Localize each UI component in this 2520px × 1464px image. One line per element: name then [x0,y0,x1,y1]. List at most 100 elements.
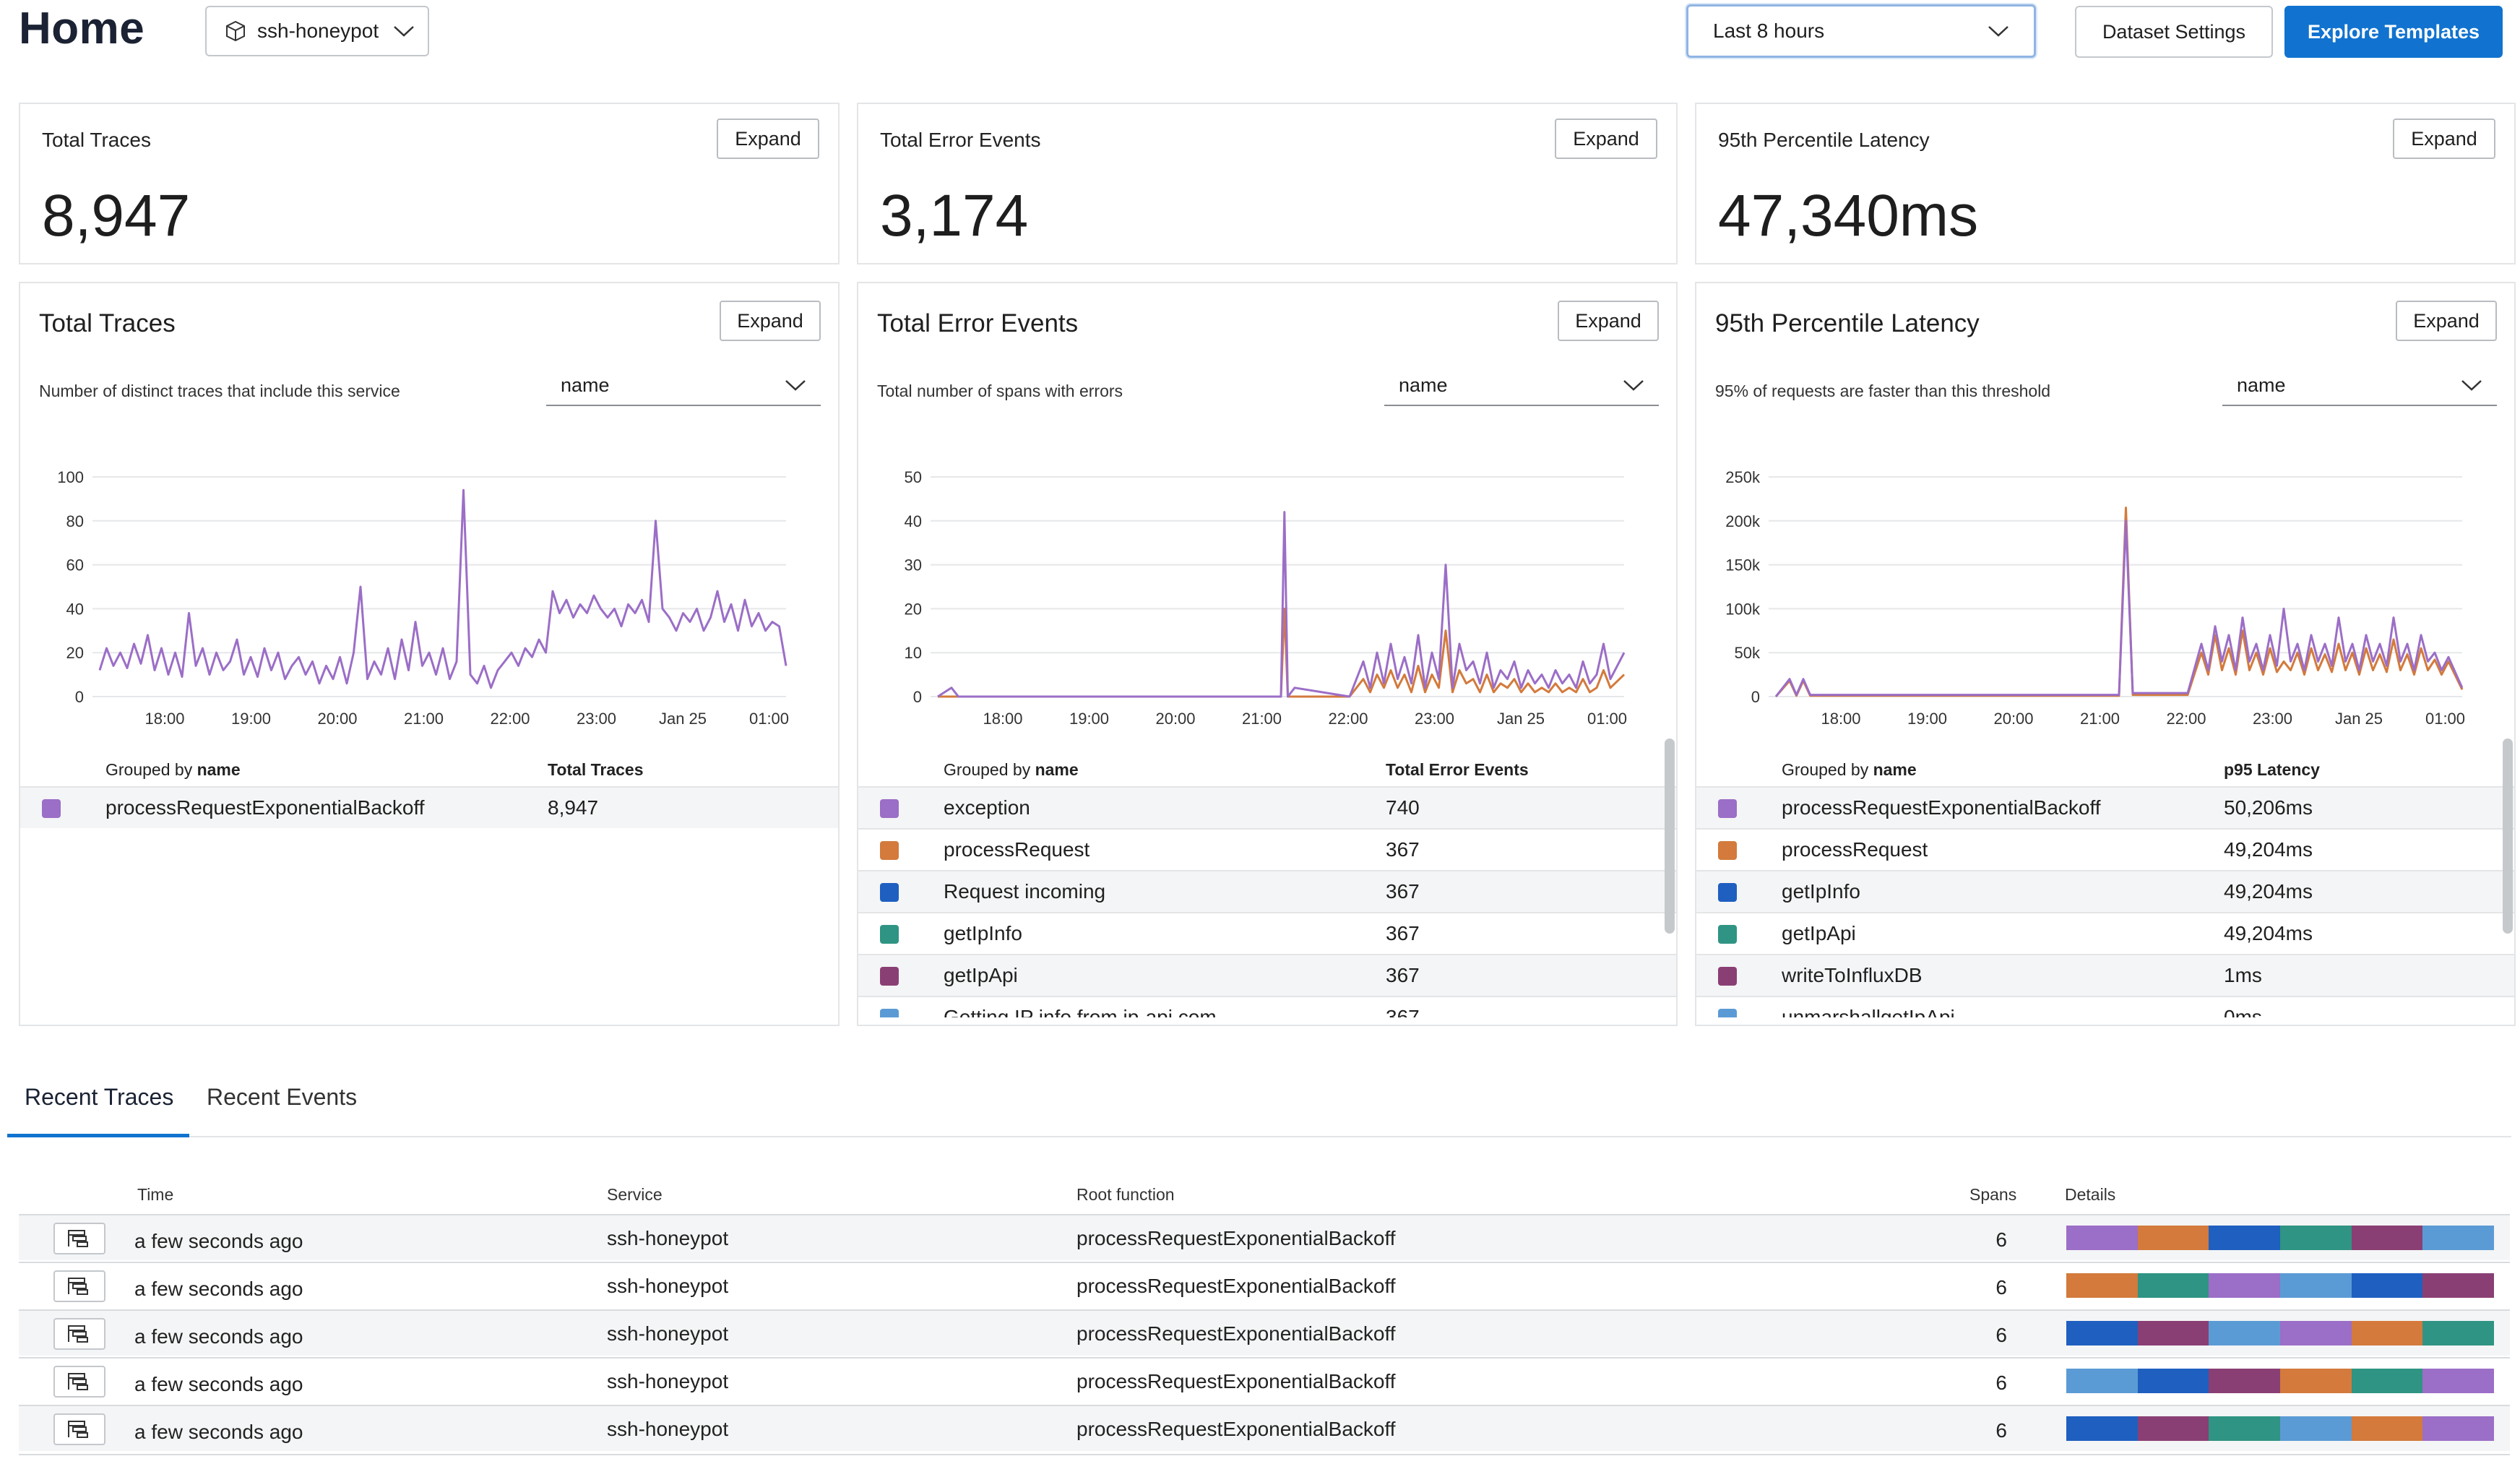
x-tick-label: Jan 25 [659,710,707,728]
x-tick-label: 22:00 [2166,710,2206,728]
span-segment [2209,1273,2281,1298]
grouped-by-header: Grouped by name [944,760,1079,780]
expand-button[interactable]: Expand [720,301,821,341]
y-tick-label: 30 [905,556,922,574]
legend-row[interactable]: getIpApi 367 [858,954,1676,996]
trace-spans: 6 [1995,1228,2007,1251]
dataset-select[interactable]: ssh-honeypot [205,6,429,56]
legend-row[interactable]: processRequestExponentialBackoff 8,947 [20,786,838,828]
group-by-select[interactable]: name [1384,366,1659,406]
tab-recent-traces[interactable]: Recent Traces [25,1084,174,1110]
chevron-down-icon [785,380,806,391]
table-row[interactable]: a few seconds ago ssh-honeypot processRequ… [19,1309,2510,1356]
trace-waterfall-icon [68,1325,88,1343]
grouped-by-header: Grouped by name [105,760,241,780]
column-header-service[interactable]: Service [607,1185,663,1204]
line-chart: 50 40 30 20 10 0 18:00 19:00 20:00 21:00 22:00 23:0… [905,468,1628,728]
column-header-spans[interactable]: Spans [1969,1185,2017,1204]
table-row[interactable]: a few seconds ago ssh-honeypot processRequ… [19,1357,2510,1403]
table-row[interactable]: a few seconds ago ssh-honeypot processRequ… [19,1405,2510,1451]
y-tick-label: 20 [66,644,84,662]
trace-time: a few seconds ago [134,1278,303,1300]
legend-row[interactable]: Request incoming 367 [858,870,1676,912]
dataset-settings-button[interactable]: Dataset Settings [2075,6,2273,58]
legend-row[interactable]: exception 740 [858,786,1676,828]
x-tick-label: 22:00 [490,710,530,728]
legend-row[interactable]: getIpApi 49,204ms [1696,912,2514,954]
group-by-select[interactable]: name [546,366,821,406]
value-column-header: p95 Latency [2224,760,2320,779]
y-tick-label: 40 [905,512,922,530]
legend-row[interactable]: processRequest 367 [858,828,1676,870]
trace-view-button[interactable] [53,1413,105,1445]
table-row[interactable]: a few seconds ago ssh-honeypot processRequ… [19,1262,2510,1308]
series-value: 49,204ms [2224,922,2313,944]
column-header-time[interactable]: Time [137,1185,174,1204]
trace-view-button[interactable] [53,1366,105,1398]
scrollbar[interactable] [1665,739,1675,934]
series-name: getIpApi [1782,922,1856,944]
span-segment [2422,1369,2495,1393]
trace-service: ssh-honeypot [607,1322,729,1345]
x-tick-label: 23:00 [577,710,616,728]
trace-waterfall-icon [68,1373,88,1390]
table-bottom-border [19,1454,2510,1455]
grouped-by-field: name [1873,760,1917,779]
legend-row[interactable]: Getting IP info from ip-api.com 367 [858,996,1676,1017]
trace-spans: 6 [1995,1372,2007,1394]
stat-card: Total Error Events 3,174 Expand [857,103,1678,264]
column-header-details[interactable]: Details [2065,1185,2116,1204]
group-by-value: name [1399,374,1448,396]
series-value: 49,204ms [2224,838,2313,861]
x-tick-label: Jan 25 [2335,710,2383,728]
expand-button[interactable]: Expand [1558,301,1659,341]
x-tick-label: 01:00 [749,710,789,728]
chart-subtitle: Total number of spans with errors [877,382,1123,400]
expand-button[interactable]: Expand [2396,301,2497,341]
expand-button[interactable]: Expand [717,119,819,159]
legend-row[interactable]: getIpInfo 367 [858,912,1676,954]
y-tick-label: 0 [913,688,922,706]
expand-button[interactable]: Expand [2393,119,2495,159]
series-value: 49,204ms [2224,880,2313,903]
x-tick-label: 01:00 [1587,710,1627,728]
span-segment [2351,1369,2423,1393]
y-tick-label: 150k [1725,556,1761,574]
tab-recent-events[interactable]: Recent Events [207,1084,358,1110]
legend-table: exception 740 processRequest 367 Request inc… [858,786,1676,1017]
stat-label: Total Error Events [880,129,1041,151]
legend-row[interactable]: unmarshallgetIpApi 0ms [1696,996,2514,1017]
column-header-root-function[interactable]: Root function [1076,1185,1175,1204]
legend-row[interactable]: processRequestExponentialBackoff 50,206ms [1696,786,2514,828]
group-by-select[interactable]: name [2222,366,2497,406]
table-row[interactable]: a few seconds ago ssh-honeypot processRequ… [19,1214,2510,1260]
span-segment [2351,1273,2423,1298]
trace-view-button[interactable] [53,1223,105,1254]
explore-templates-button[interactable]: Explore Templates [2284,6,2503,58]
series-name: getIpApi [944,964,1018,986]
y-tick-label: 20 [905,600,922,618]
legend-row[interactable]: processRequest 49,204ms [1696,828,2514,870]
trace-root-function: processRequestExponentialBackoff [1076,1322,1396,1345]
expand-button[interactable]: Expand [1555,119,1657,159]
trace-view-button[interactable] [53,1270,105,1302]
legend-row[interactable]: writeToInfluxDB 1ms [1696,954,2514,996]
series-line [1774,520,2464,697]
x-tick-label: 22:00 [1328,710,1368,728]
y-tick-label: 200k [1725,512,1761,530]
trace-view-button[interactable] [53,1318,105,1350]
span-segment [2137,1273,2209,1298]
chart-card: Total Traces Expand Number of distinct tra… [19,282,840,1026]
legend-row[interactable]: getIpInfo 49,204ms [1696,870,2514,912]
time-range-select[interactable]: Last 8 hours [1686,4,2036,58]
series-line [938,607,1626,698]
series-value: 8,947 [548,796,599,819]
span-segment [2422,1416,2495,1441]
stat-label: 95th Percentile Latency [1718,129,1930,151]
series-value: 367 [1386,922,1420,944]
x-tick-label: 21:00 [2080,710,2120,728]
scrollbar[interactable] [2503,739,2513,934]
span-details-bar [2066,1226,2495,1250]
series-color-swatch [880,1009,899,1017]
value-column-header: Total Traces [548,760,644,779]
